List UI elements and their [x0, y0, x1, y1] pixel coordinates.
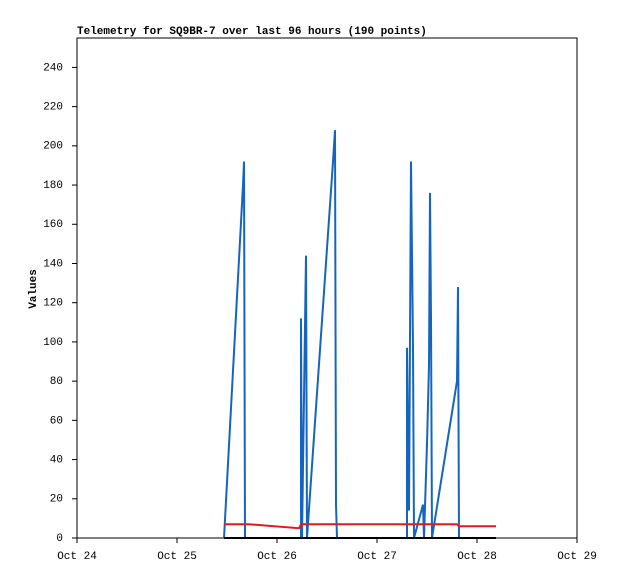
series-line	[224, 523, 496, 530]
y-tick-label: 120	[43, 298, 63, 310]
x-tick-label: Oct 25	[157, 551, 197, 563]
y-tick-label: 40	[50, 454, 63, 466]
chart-title: Telemetry for SQ9BR-7 over last 96 hours…	[77, 26, 427, 38]
y-tick-label: 100	[43, 337, 63, 349]
x-tick-label: Oct 27	[357, 551, 397, 563]
series-line	[223, 130, 460, 539]
y-tick-label: 200	[43, 141, 63, 153]
x-tick-label: Oct 29	[557, 551, 597, 563]
y-tick-label: 220	[43, 102, 63, 114]
y-tick-label: 240	[43, 62, 63, 74]
y-tick-label: 180	[43, 180, 63, 192]
x-tick-label: Oct 28	[457, 551, 497, 563]
x-tick-label: Oct 26	[257, 551, 297, 563]
y-tick-label: 60	[50, 415, 63, 427]
y-tick-label: 0	[56, 533, 63, 545]
x-tick-label: Oct 24	[57, 551, 97, 563]
y-tick-label: 80	[50, 376, 63, 388]
y-tick-label: 20	[50, 494, 63, 506]
y-tick-label: 160	[43, 219, 63, 231]
y-axis-label: Values	[28, 269, 40, 309]
y-tick-label: 140	[43, 258, 63, 270]
